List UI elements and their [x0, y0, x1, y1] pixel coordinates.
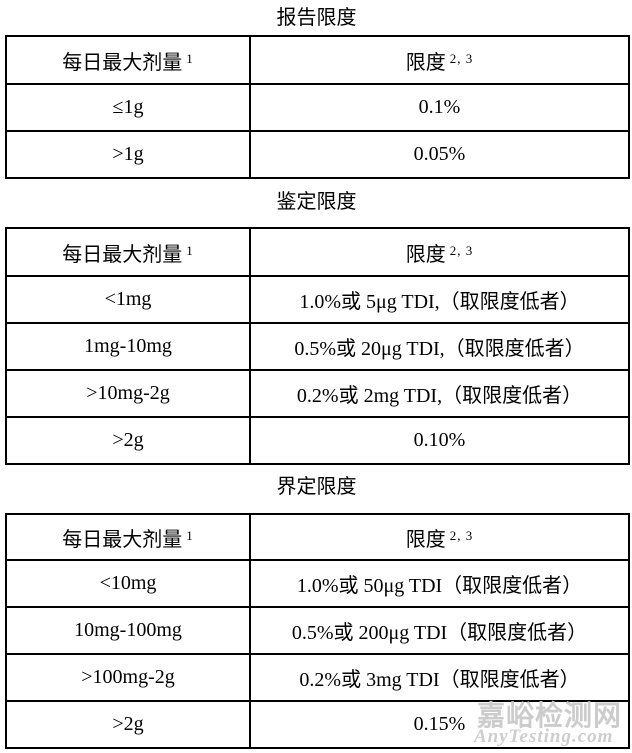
limit-cell: 0.15%	[249, 700, 630, 749]
section-title-qualification-threshold: 界定限度	[276, 476, 357, 498]
dose-cell: 1mg-10mg	[5, 322, 251, 371]
dose-cell: <10mg	[5, 559, 251, 608]
section-title-identification-threshold: 鉴定限度	[276, 191, 357, 213]
dose-cell: <1mg	[5, 275, 251, 324]
table-header-row: 每日最大剂量 1 限度 2, 3	[5, 513, 630, 561]
table-row: >2g 0.10%	[5, 416, 630, 465]
dose-header-cell: 每日最大剂量 1	[5, 35, 251, 85]
limit-header-label: 限度	[405, 528, 446, 551]
dose-cell: >100mg-2g	[5, 653, 251, 702]
footnote-superscript: 2, 3	[449, 242, 474, 258]
dose-cell: >2g	[5, 700, 251, 749]
table-row: 1mg-10mg 0.5%或 20μg TDI,（取限度低者）	[5, 322, 630, 371]
footnote-superscript: 2, 3	[449, 527, 474, 543]
limit-header-cell: 限度 2, 3	[249, 513, 630, 561]
table-header-row: 每日最大剂量 1 限度 2, 3	[5, 35, 630, 85]
dose-header-cell: 每日最大剂量 1	[5, 227, 251, 277]
table-row: >100mg-2g 0.2%或 3mg TDI（取限度低者）	[5, 653, 630, 702]
limit-header-label: 限度	[405, 243, 446, 266]
section-title-reporting-threshold: 报告限度	[276, 7, 357, 29]
dose-header-cell: 每日最大剂量 1	[5, 513, 251, 561]
limit-cell: 0.2%或 2mg TDI,（取限度低者）	[249, 369, 630, 418]
footnote-superscript: 1	[186, 50, 194, 66]
table-header-row: 每日最大剂量 1 限度 2, 3	[5, 227, 630, 277]
dose-cell: ≤1g	[5, 83, 251, 132]
table-row: >10mg-2g 0.2%或 2mg TDI,（取限度低者）	[5, 369, 630, 418]
reporting-threshold-table: 每日最大剂量 1 限度 2, 3 ≤1g 0.1% >1g 0.05%	[5, 35, 630, 179]
dose-cell: 10mg-100mg	[5, 606, 251, 655]
identification-threshold-table: 每日最大剂量 1 限度 2, 3 <1mg 1.0%或 5μg TDI,（取限度低者…	[5, 227, 630, 465]
table-row: >2g 0.15%	[5, 700, 630, 749]
limit-cell: 0.10%	[249, 416, 630, 465]
footnote-superscript: 1	[186, 527, 194, 543]
limit-cell: 0.1%	[249, 83, 630, 132]
table-row: >1g 0.05%	[5, 130, 630, 179]
table-row: 10mg-100mg 0.5%或 200μg TDI（取限度低者）	[5, 606, 630, 655]
dose-header-label: 每日最大剂量	[62, 243, 183, 266]
limit-cell: 0.2%或 3mg TDI（取限度低者）	[249, 653, 630, 702]
table-row: <1mg 1.0%或 5μg TDI,（取限度低者）	[5, 275, 630, 324]
limit-header-label: 限度	[405, 51, 446, 74]
limit-cell: 0.5%或 200μg TDI（取限度低者）	[249, 606, 630, 655]
limit-cell: 1.0%或 50μg TDI（取限度低者）	[249, 559, 630, 608]
footnote-superscript: 2, 3	[449, 50, 474, 66]
limit-cell: 0.5%或 20μg TDI,（取限度低者）	[249, 322, 630, 371]
limit-header-cell: 限度 2, 3	[249, 35, 630, 85]
dose-cell: >1g	[5, 130, 251, 179]
dose-header-label: 每日最大剂量	[62, 51, 183, 74]
dose-header-label: 每日最大剂量	[62, 528, 183, 551]
qualification-threshold-table: 每日最大剂量 1 限度 2, 3 <10mg 1.0%或 50μg TDI（取限度低…	[5, 513, 630, 749]
footnote-superscript: 1	[186, 242, 194, 258]
limit-header-cell: 限度 2, 3	[249, 227, 630, 277]
limit-cell: 1.0%或 5μg TDI,（取限度低者）	[249, 275, 630, 324]
dose-cell: >2g	[5, 416, 251, 465]
limit-cell: 0.05%	[249, 130, 630, 179]
table-row: ≤1g 0.1%	[5, 83, 630, 132]
table-row: <10mg 1.0%或 50μg TDI（取限度低者）	[5, 559, 630, 608]
dose-cell: >10mg-2g	[5, 369, 251, 418]
